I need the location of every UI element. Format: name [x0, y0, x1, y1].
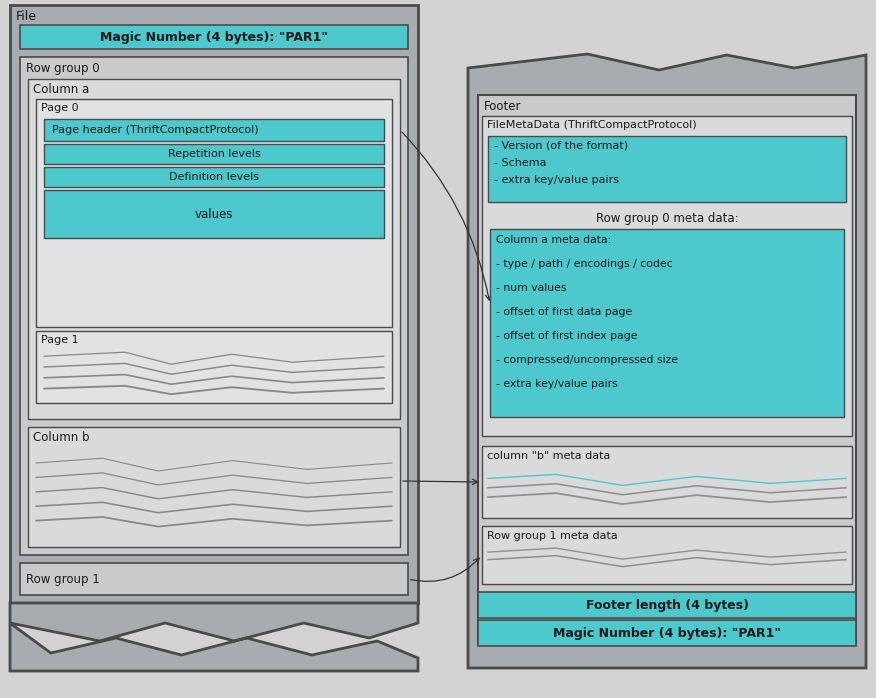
Bar	[20, 563, 408, 595]
Text: File: File	[16, 10, 37, 23]
Text: Row group 0 meta data:: Row group 0 meta data:	[596, 212, 738, 225]
Bar	[20, 57, 408, 555]
Text: - extra key/value pairs: - extra key/value pairs	[494, 175, 619, 185]
Bar	[44, 190, 384, 238]
Text: Column a: Column a	[33, 83, 89, 96]
Text: - offset of first data page: - offset of first data page	[496, 307, 632, 317]
Bar	[44, 119, 384, 141]
Text: Page 1: Page 1	[41, 335, 79, 345]
Bar	[44, 167, 384, 187]
Bar	[478, 95, 856, 643]
Bar	[10, 5, 418, 603]
Bar	[482, 526, 852, 584]
Text: Column b: Column b	[33, 431, 89, 444]
Text: Row group 1: Row group 1	[26, 572, 100, 586]
Bar	[488, 136, 846, 202]
Text: - Schema: - Schema	[494, 158, 547, 168]
Text: values: values	[194, 207, 233, 221]
Text: - Version (of the format): - Version (of the format)	[494, 141, 628, 151]
Text: Row group 1 meta data: Row group 1 meta data	[487, 531, 618, 541]
Bar	[482, 116, 852, 436]
Text: Page 0: Page 0	[41, 103, 79, 113]
Text: FileMetaData (ThriftCompactProtocol): FileMetaData (ThriftCompactProtocol)	[487, 120, 696, 130]
Text: - compressed/uncompressed size: - compressed/uncompressed size	[496, 355, 678, 365]
Polygon shape	[468, 54, 866, 668]
Text: Footer: Footer	[484, 100, 521, 113]
Bar	[482, 446, 852, 518]
Text: - num values: - num values	[496, 283, 567, 293]
Text: Row group 0: Row group 0	[26, 62, 100, 75]
Text: - offset of first index page: - offset of first index page	[496, 331, 638, 341]
Text: Magic Number (4 bytes): "PAR1": Magic Number (4 bytes): "PAR1"	[100, 31, 328, 43]
Text: - extra key/value pairs: - extra key/value pairs	[496, 379, 618, 389]
Text: Definition levels: Definition levels	[169, 172, 259, 182]
Bar	[478, 592, 856, 618]
Text: - type / path / encodings / codec: - type / path / encodings / codec	[496, 259, 673, 269]
Bar	[490, 229, 844, 417]
Bar	[20, 25, 408, 49]
Text: Magic Number (4 bytes): "PAR1": Magic Number (4 bytes): "PAR1"	[553, 627, 781, 639]
Text: column "b" meta data: column "b" meta data	[487, 451, 611, 461]
Bar	[44, 144, 384, 164]
Text: Footer length (4 bytes): Footer length (4 bytes)	[585, 598, 748, 611]
Bar	[478, 620, 856, 646]
Polygon shape	[10, 603, 418, 671]
Bar	[36, 99, 392, 327]
Bar	[36, 331, 392, 403]
Text: Column a meta data:: Column a meta data:	[496, 235, 611, 245]
Text: Repetition levels: Repetition levels	[167, 149, 260, 159]
Bar	[28, 79, 400, 419]
Text: Page header (ThriftCompactProtocol): Page header (ThriftCompactProtocol)	[52, 125, 258, 135]
Bar	[28, 427, 400, 547]
